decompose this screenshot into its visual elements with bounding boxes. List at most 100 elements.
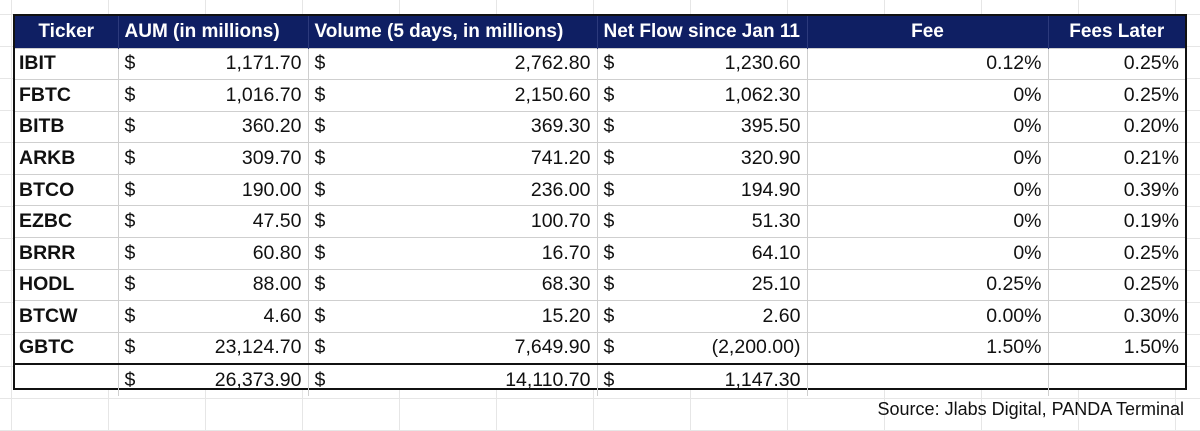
volume-cell[interactable]: $15.20 (308, 300, 598, 333)
fees-later-cell[interactable]: 0.30% (1048, 300, 1185, 333)
total-fees-later-cell[interactable] (1048, 362, 1185, 396)
total-net-flow-value: 1,147.30 (724, 368, 801, 391)
table-row: GBTC $23,124.70 $7,649.90 $ (2,200.00) 1.50% 1… (15, 331, 1185, 364)
fee-cell[interactable]: 0% (807, 110, 1049, 143)
ticker-cell[interactable]: ARKB (15, 142, 119, 175)
net-flow-value: 194.90 (740, 178, 801, 201)
table-row: EZBC $47.50 $100.70 $51.30 0% 0.19% (15, 205, 1185, 238)
aum-cell[interactable]: $190.00 (118, 173, 309, 206)
net-flow-cell[interactable]: $1,062.30 (597, 79, 808, 112)
volume-cell[interactable]: $7,649.90 (308, 331, 598, 364)
fee-cell[interactable]: 0% (807, 142, 1049, 175)
volume-cell[interactable]: $68.30 (308, 268, 598, 301)
volume-cell[interactable]: $236.00 (308, 173, 598, 206)
currency-symbol: $ (124, 52, 136, 75)
ticker-cell[interactable]: BTCW (15, 300, 119, 333)
fees-later-cell[interactable]: 0.21% (1048, 142, 1185, 175)
header-volume[interactable]: Volume (5 days, in millions) (308, 16, 598, 48)
ticker-cell[interactable]: EZBC (15, 205, 119, 238)
fees-later-cell[interactable]: 1.50% (1048, 331, 1185, 364)
aum-value: 88.00 (252, 273, 302, 296)
ticker-cell[interactable]: BTCO (15, 173, 119, 206)
net-flow-cell[interactable]: $51.30 (597, 205, 808, 238)
aum-value: 360.20 (241, 115, 302, 138)
aum-cell[interactable]: $1,171.70 (118, 47, 309, 80)
net-flow-value: (2,200.00) (711, 336, 801, 359)
currency-symbol: $ (314, 178, 326, 201)
ticker-cell[interactable]: BRRR (15, 237, 119, 270)
net-flow-cell[interactable]: $194.90 (597, 173, 808, 206)
volume-cell[interactable]: $2,762.80 (308, 47, 598, 80)
fees-later-cell[interactable]: 0.25% (1048, 268, 1185, 301)
table-row: BTCO $190.00 $236.00 $194.90 0% 0.39% (15, 173, 1185, 206)
header-fees-later[interactable]: Fees Later (1048, 16, 1185, 48)
aum-cell[interactable]: $47.50 (118, 205, 309, 238)
net-flow-value: 320.90 (740, 147, 801, 170)
currency-symbol: $ (314, 368, 326, 391)
aum-cell[interactable]: $88.00 (118, 268, 309, 301)
volume-value: 741.20 (530, 147, 591, 170)
net-flow-value: 2.60 (762, 305, 801, 328)
total-ticker-cell[interactable] (15, 362, 119, 396)
total-volume-cell[interactable]: $14,110.70 (308, 362, 598, 396)
currency-symbol: $ (314, 115, 326, 138)
ticker-cell[interactable]: IBIT (15, 47, 119, 80)
fee-cell[interactable]: 0% (807, 173, 1049, 206)
fee-cell[interactable]: 0.25% (807, 268, 1049, 301)
table-row: BITB $360.20 $369.30 $395.50 0% 0.20% (15, 110, 1185, 143)
fees-later-cell[interactable]: 0.25% (1048, 237, 1185, 270)
total-fee-cell[interactable] (807, 362, 1049, 396)
net-flow-cell[interactable]: $2.60 (597, 300, 808, 333)
fees-later-cell[interactable]: 0.20% (1048, 110, 1185, 143)
currency-symbol: $ (603, 115, 615, 138)
net-flow-cell[interactable]: $395.50 (597, 110, 808, 143)
volume-cell[interactable]: $741.20 (308, 142, 598, 175)
net-flow-cell[interactable]: $64.10 (597, 237, 808, 270)
total-net-flow-cell[interactable]: $1,147.30 (597, 362, 808, 396)
net-flow-cell[interactable]: $1,230.60 (597, 47, 808, 80)
net-flow-cell[interactable]: $ (2,200.00) (597, 331, 808, 364)
aum-cell[interactable]: $1,016.70 (118, 79, 309, 112)
header-fee[interactable]: Fee (807, 16, 1049, 48)
total-row: $26,373.90 $14,110.70 $1,147.30 (15, 362, 1185, 396)
currency-symbol: $ (603, 147, 615, 170)
aum-cell[interactable]: $309.70 (118, 142, 309, 175)
fees-later-cell[interactable]: 0.39% (1048, 173, 1185, 206)
volume-cell[interactable]: $2,150.60 (308, 79, 598, 112)
volume-cell[interactable]: $100.70 (308, 205, 598, 238)
fees-later-cell[interactable]: 0.25% (1048, 79, 1185, 112)
net-flow-cell[interactable]: $25.10 (597, 268, 808, 301)
fee-cell[interactable]: 0% (807, 79, 1049, 112)
ticker-cell[interactable]: BITB (15, 110, 119, 143)
fee-cell[interactable]: 1.50% (807, 331, 1049, 364)
aum-cell[interactable]: $60.80 (118, 237, 309, 270)
source-note: Source: Jlabs Digital, PANDA Terminal (877, 399, 1184, 419)
total-volume-value: 14,110.70 (505, 368, 591, 391)
currency-symbol: $ (603, 83, 615, 106)
fee-cell[interactable]: 0.00% (807, 300, 1049, 333)
fee-cell[interactable]: 0.12% (807, 47, 1049, 80)
ticker-cell[interactable]: FBTC (15, 79, 119, 112)
aum-value: 190.00 (241, 178, 302, 201)
fees-later-cell[interactable]: 0.25% (1048, 47, 1185, 80)
currency-symbol: $ (314, 83, 326, 106)
total-aum-cell[interactable]: $26,373.90 (118, 362, 309, 396)
volume-cell[interactable]: $16.70 (308, 237, 598, 270)
net-flow-cell[interactable]: $320.90 (597, 142, 808, 175)
aum-cell[interactable]: $360.20 (118, 110, 309, 143)
fee-cell[interactable]: 0% (807, 237, 1049, 270)
aum-value: 309.70 (241, 147, 302, 170)
currency-symbol: $ (124, 178, 136, 201)
aum-cell[interactable]: $4.60 (118, 300, 309, 333)
volume-value: 2,762.80 (514, 52, 591, 75)
ticker-cell[interactable]: HODL (15, 268, 119, 301)
volume-cell[interactable]: $369.30 (308, 110, 598, 143)
header-ticker[interactable]: Ticker (15, 16, 119, 48)
header-net-flow[interactable]: Net Flow since Jan 11 (597, 16, 808, 48)
aum-cell[interactable]: $23,124.70 (118, 331, 309, 364)
ticker-cell[interactable]: GBTC (15, 331, 119, 364)
table-header-row: Ticker AUM (in millions) Volume (5 days,… (15, 16, 1185, 48)
fees-later-cell[interactable]: 0.19% (1048, 205, 1185, 238)
fee-cell[interactable]: 0% (807, 205, 1049, 238)
header-aum[interactable]: AUM (in millions) (118, 16, 309, 48)
